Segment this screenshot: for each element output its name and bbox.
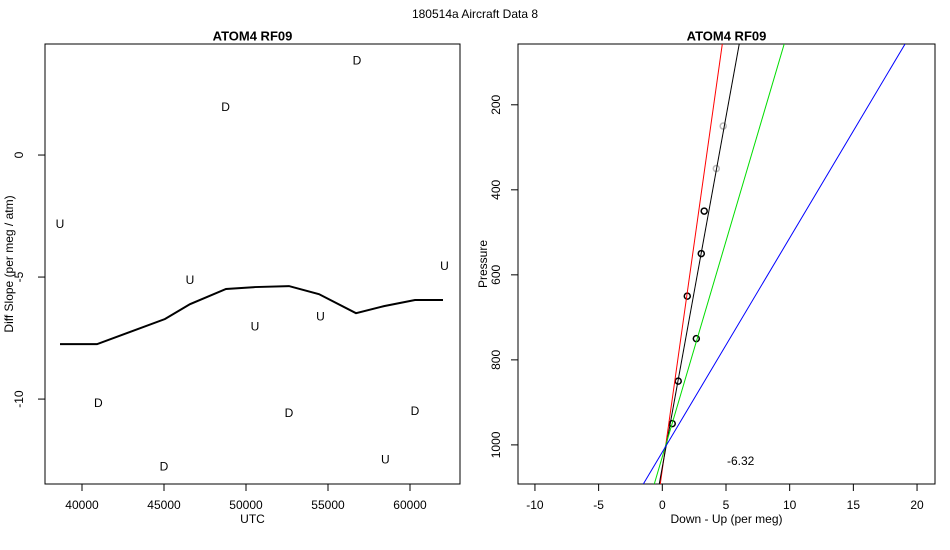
plot-box (517, 43, 936, 485)
y-tick-label: 0 (12, 151, 26, 158)
point (719, 122, 727, 130)
y-tick-label: 1000 (489, 431, 503, 458)
point-label: U (251, 319, 260, 333)
plot-box (44, 43, 461, 485)
point-label: D (285, 406, 294, 420)
x-tick-label: 55000 (311, 498, 345, 512)
chart-title: ATOM4 RF09 (687, 28, 767, 43)
y-tick-label: -5 (12, 271, 26, 282)
x-tick-label: 0 (659, 498, 666, 512)
series-line (659, 44, 723, 484)
annotation: -6.32 (727, 454, 755, 468)
x-tick-label: 20 (910, 498, 924, 512)
x-tick-label: 45000 (147, 498, 181, 512)
point-label: U (440, 259, 449, 273)
y-tick-label: 200 (489, 94, 503, 114)
x-tick-label: 50000 (229, 498, 263, 512)
y-tick-label: 400 (489, 179, 503, 199)
figure-title: 180514a Aircraft Data 8 (412, 7, 538, 21)
point-label: U (381, 452, 390, 466)
x-tick-label: 40000 (65, 498, 99, 512)
point-label: D (160, 459, 169, 473)
x-axis-label: UTC (240, 512, 265, 526)
series-line (60, 285, 443, 346)
x-tick-label: 10 (783, 498, 797, 512)
y-tick-label: 600 (489, 265, 503, 285)
y-axis-label: Diff Slope (per meg / atm) (2, 195, 16, 332)
x-tick-label: 60000 (393, 498, 427, 512)
x-axis-label: Down - Up (per meg) (670, 512, 782, 526)
x-tick-label: 5 (723, 498, 730, 512)
chart-title: ATOM4 RF09 (213, 28, 293, 43)
point-label: U (186, 273, 195, 287)
point-label: U (56, 217, 65, 231)
x-tick-label: -5 (593, 498, 604, 512)
point (700, 207, 708, 215)
point-label: D (94, 396, 103, 410)
series-line (642, 44, 906, 484)
y-tick-label: -10 (12, 390, 26, 408)
y-tick-label: 800 (489, 350, 503, 370)
series-line (653, 44, 785, 484)
series-line (658, 44, 740, 484)
x-tick-label: -10 (526, 498, 544, 512)
point-label: D (411, 404, 420, 418)
point-label: D (221, 100, 230, 114)
y-axis-label: Pressure (476, 240, 490, 288)
point-label: D (353, 53, 362, 67)
point-label: U (316, 309, 325, 323)
x-tick-label: 15 (847, 498, 861, 512)
